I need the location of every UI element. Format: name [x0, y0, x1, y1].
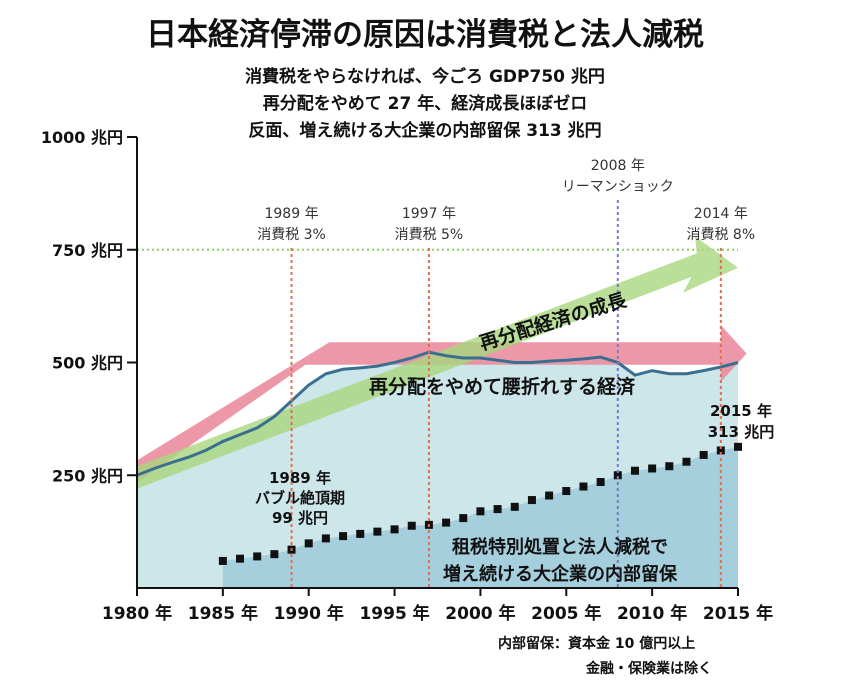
retained-point-2007	[596, 478, 605, 487]
retained-point-1991	[321, 534, 330, 543]
retained-point-2004	[545, 491, 554, 500]
gdp-line	[136, 350, 739, 477]
retained-point-2012	[682, 457, 691, 466]
plot-area	[136, 236, 747, 588]
retained-point-1988	[270, 550, 279, 559]
x-tick-label-1985: 1985 年	[188, 603, 258, 624]
x-tick-label-1980: 1980 年	[102, 603, 172, 624]
retained-point-2006	[579, 482, 588, 491]
retained-point-2010	[648, 464, 657, 473]
retained-point-2003	[527, 496, 536, 505]
y-tick-label-1000: 1000 兆円	[41, 128, 123, 147]
y-tick-label-500: 500 兆円	[52, 354, 123, 373]
marker-label-2008-2: リーマンショック	[562, 179, 674, 195]
retained-point-1987	[253, 552, 262, 561]
x-tick-label-2015: 2015 年	[703, 603, 773, 624]
retained-point-2009	[630, 466, 639, 475]
axis-ticks: 1000 兆円 750 兆円 500 兆円 250 兆円 1980 年 1985 年 199…	[41, 128, 773, 624]
retained-point-1994	[373, 527, 382, 536]
subtitle-line-2: 再分配をやめて 27 年、経済成長ほぼゼロ	[263, 93, 588, 114]
marker-label-1989-1: 1989 年	[264, 206, 318, 222]
red-arrow	[137, 325, 747, 483]
retained-point-2013	[699, 450, 708, 459]
x-tick-label-2005: 2005 年	[531, 603, 601, 624]
bubble-peak-value: 99 兆円	[272, 509, 328, 527]
retained-point-2005	[562, 487, 571, 496]
footnote-line-2: 金融・保険業は除く	[585, 660, 712, 677]
x-tick-label-2010: 2010 年	[617, 603, 687, 624]
x-tick-label-1995: 1995 年	[359, 603, 429, 624]
retained-point-1995	[390, 525, 399, 534]
retained-area	[222, 446, 738, 588]
marker-label-1989-2: 消費税 3%	[257, 227, 326, 243]
retained-point-1996	[407, 521, 416, 530]
y-tick-label-250: 250 兆円	[52, 466, 123, 485]
retained-point-1998	[442, 518, 451, 527]
bubble-peak-year: 1989 年	[269, 469, 331, 487]
retained-point-2014	[716, 446, 725, 455]
x-tick-label-1990: 1990 年	[274, 603, 344, 624]
retained-point-1990	[304, 539, 313, 548]
retained-point-2015	[734, 442, 742, 451]
retained-point-1999	[459, 514, 468, 523]
bubble-peak-label: バブル絶頂期	[255, 489, 345, 507]
chart-title: 日本経済停滞の原因は消費税と法人減税	[146, 17, 704, 53]
retained-point-1993	[356, 529, 365, 538]
retained-2015-value: 313 兆円	[708, 423, 775, 441]
retained-point-2001	[493, 505, 502, 514]
marker-label-2014-1: 2014 年	[694, 206, 748, 222]
subtitle-line-3: 反面、増え続ける大企業の内部留保 313 兆円	[248, 120, 601, 141]
retained-label-2: 増え続ける大企業の内部留保	[443, 563, 678, 585]
retained-point-2011	[665, 462, 674, 471]
marker-label-2008-1: 2008 年	[591, 158, 645, 174]
y-tick-label-750: 750 兆円	[52, 241, 123, 260]
retained-2015-year: 2015 年	[710, 402, 772, 420]
retained-point-2000	[476, 507, 485, 516]
marker-label-2014-2: 消費税 8%	[686, 227, 755, 243]
footnote-line-1: 内部留保：資本金 10 億円以上	[498, 635, 695, 652]
retained-point-1985	[218, 556, 227, 565]
marker-label-1997-1: 1997 年	[402, 206, 456, 222]
marker-label-1997-2: 消費税 5%	[395, 227, 464, 243]
subtitle-line-1: 消費税をやらなければ、今ごろ GDP750 兆円	[245, 66, 605, 87]
green-arrow	[137, 236, 738, 489]
x-tick-label-2000: 2000 年	[445, 603, 515, 624]
retained-point-1992	[339, 532, 348, 541]
red-arrow-label: 再分配をやめて腰折れする経済	[369, 375, 636, 398]
retained-point-2008	[613, 471, 622, 480]
retained-point-2002	[510, 502, 519, 511]
retained-point-1986	[236, 554, 245, 563]
retained-label-1: 租税特別処置と法人減税で	[452, 536, 668, 558]
